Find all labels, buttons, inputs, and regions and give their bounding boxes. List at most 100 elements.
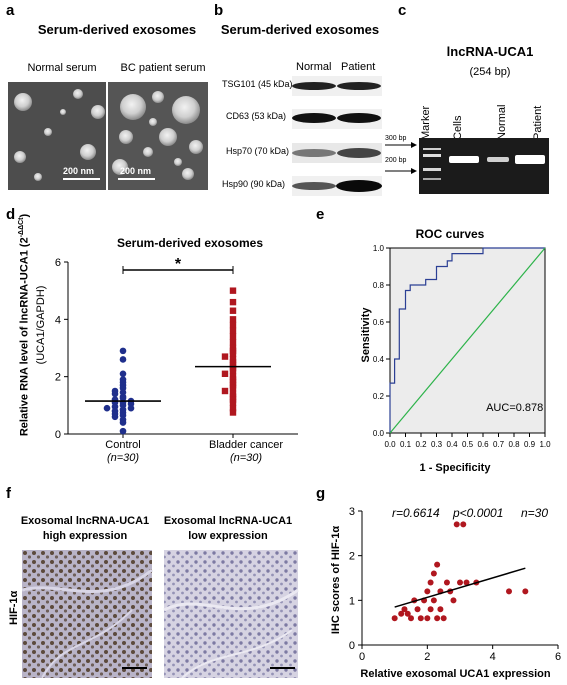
chart-e-xtick-label: 0.8 [508, 440, 520, 449]
chart-d-point-control [119, 419, 127, 426]
chart-g-ytick-label: 0 [349, 640, 355, 652]
chart-d-point-bc [229, 333, 237, 340]
chart-g-stat-r: r=0.6614 [392, 506, 440, 520]
chart-g-xtick-label: 4 [490, 651, 496, 663]
chart-g-point [414, 606, 421, 613]
chart-d-cat-bc: Bladder cancer [209, 439, 283, 451]
chart-e-xtick-label: 0.0 [384, 440, 396, 449]
panel-f-row-label: HIF-1α [8, 590, 20, 625]
chart-g-stat-n: n=30 [521, 506, 549, 520]
chart-g-point [453, 521, 460, 528]
chart-e-ytick-label: 0.0 [373, 429, 385, 438]
ihc-high-image [22, 550, 152, 678]
panel-f-right-title-1: Exosomal lncRNA-UCA1 [163, 515, 293, 527]
chart-e-xtick-label: 1.0 [539, 440, 551, 449]
chart-d-point-control [127, 404, 135, 412]
chart-g-point [506, 588, 512, 595]
band-label-tsg101: TSG101 (45 kDa) [222, 79, 293, 89]
lane-cells: Cells [452, 115, 464, 140]
chart-e-plot: 0.00.20.40.60.81.00.0 0.1 0.2 0.3 0.4 0.5 0.6 0… [373, 244, 551, 449]
panel-f-right-title-2: low expression [188, 530, 268, 542]
chart-d-point-bc [221, 353, 229, 360]
chart-g-point [404, 610, 411, 617]
chart-d-point-bc [229, 399, 237, 406]
chart-g-point [434, 561, 441, 568]
chart-d-point-control [119, 427, 127, 435]
chart-g-point [417, 615, 424, 622]
bp-200-label: 200 bp [385, 157, 407, 164]
panel-f-letter: f [6, 485, 11, 502]
tem-images [8, 82, 208, 190]
lane-marker: Marker [420, 105, 432, 140]
chart-g-fit-line [394, 567, 526, 608]
chart-d-n-control: (n=30) [106, 452, 140, 464]
chart-d-point-control [111, 413, 119, 421]
chart-d-point-bc [229, 287, 237, 294]
chart-e-ytick-label: 0.4 [373, 355, 385, 364]
ihc-low-image [164, 550, 298, 678]
chart-d-point-control [111, 390, 119, 398]
chart-d-cat-control: Control [105, 439, 141, 451]
chart-g-ytick-label: 2 [349, 551, 355, 563]
chart-g-xtick-label: 0 [359, 651, 365, 663]
chart-g-xlabel: Relative exosomal UCA1 expression [360, 668, 551, 680]
chart-d-point-bc [221, 387, 229, 395]
chart-e-auc-label: AUC=0.878 [486, 402, 543, 414]
chart-g-stat-p: p<0.0001 [453, 506, 504, 520]
chart-d-point-control [119, 356, 127, 363]
panel-g-letter: g [316, 485, 326, 502]
chart-g-point [424, 615, 431, 622]
panel-b-title: Serum-derived exosomes [220, 22, 380, 37]
chart-g-point [430, 570, 437, 577]
chart-g-point [440, 615, 447, 622]
panel-a-title: Serum-derived exosomes [37, 22, 197, 37]
chart-g-point [398, 610, 405, 617]
chart-e-ytick-label: 0.8 [373, 281, 385, 290]
chart-d-point-bc [229, 367, 237, 375]
chart-g-ytick-label: 1 [349, 595, 355, 607]
band-label-hsp70: Hsp70 (70 kDa) [226, 146, 290, 156]
chart-d-point-control [103, 404, 111, 412]
panel-b-letter: b [214, 2, 224, 19]
chart-g-point [457, 579, 463, 586]
chart-g-xtick-label: 6 [555, 651, 561, 663]
scale-bar-right: 200 nm [120, 166, 152, 176]
panel-a-left-label: Normal serum [27, 62, 97, 74]
chart-d-point-bc [229, 405, 237, 412]
chart-e-xtick-label: 0.2 [415, 440, 427, 449]
band-label-hsp90: Hsp90 (90 kDa) [222, 179, 286, 189]
chart-d-point-control [119, 347, 127, 355]
chart-d-point-bc [229, 327, 237, 334]
chart-e-xtick-label: 0.9 [524, 440, 536, 449]
ihc-images [22, 550, 299, 678]
chart-e-xlabel: 1 - Specificity [419, 462, 491, 474]
chart-e-ytick-label: 0.6 [373, 318, 385, 327]
panel-c-letter: c [398, 2, 407, 19]
chart-g-point [424, 588, 431, 595]
chart-e-xtick-label: 0.3 [431, 440, 443, 449]
chart-g-point [437, 606, 444, 613]
chart-d-ytick-label: 6 [55, 257, 61, 269]
chart-d-title: Serum-derived exosomes [116, 236, 264, 250]
chart-g-plot: 0 1 2 3 0 2 4 6 [349, 506, 561, 663]
chart-e-reference-line [389, 247, 546, 434]
panel-b-col-patient: Patient [341, 61, 376, 73]
chart-e-ytick-label: 1.0 [373, 244, 385, 253]
chart-d-point-bc [229, 321, 237, 329]
chart-g-point [450, 597, 457, 604]
chart-d-point-bc [229, 384, 237, 392]
chart-g-point [408, 615, 414, 622]
chart-d-n-bc: (n=30) [229, 452, 263, 464]
chart-d-point-bc [229, 307, 237, 314]
bp-300-label: 300 bp [385, 135, 407, 142]
chart-g-point [460, 521, 467, 528]
chart-e-xtick-label: 0.6 [477, 440, 489, 449]
chart-e-title: ROC curves [415, 227, 485, 241]
chart-g-point [401, 606, 408, 613]
chart-g-point [430, 597, 437, 604]
chart-g-point [427, 606, 434, 613]
chart-d-ylabel: Relative RNA level of lncRNA-UCA1 (2-ΔΔC… [18, 213, 31, 437]
lane-normal: Normal [496, 104, 508, 140]
chart-d-ytick-label: 0 [55, 429, 61, 440]
chart-d-point-bc [229, 298, 237, 306]
